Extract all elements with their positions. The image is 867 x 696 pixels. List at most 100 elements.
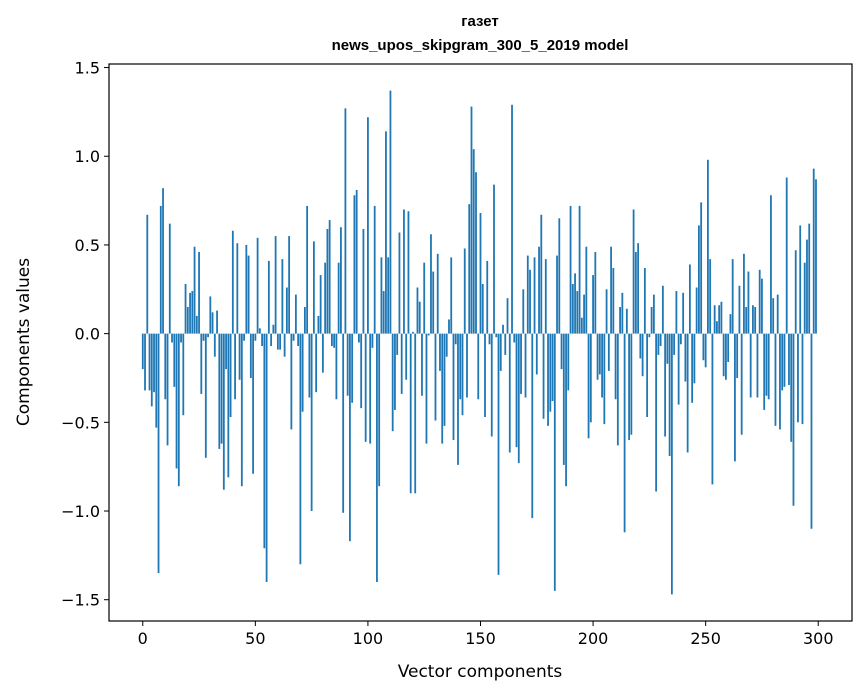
bar — [765, 333, 768, 396]
bar — [583, 294, 585, 334]
bar — [497, 333, 500, 575]
bar — [772, 298, 775, 334]
bar — [225, 333, 227, 370]
bar — [716, 321, 718, 334]
bar — [517, 333, 520, 464]
bar — [718, 305, 721, 334]
bar — [520, 333, 522, 394]
bar — [200, 333, 203, 394]
bar — [159, 205, 162, 334]
bar — [256, 237, 259, 334]
bar — [349, 333, 351, 542]
bar — [560, 333, 563, 370]
bar — [666, 333, 669, 364]
bar — [596, 333, 599, 380]
bar — [164, 333, 167, 400]
bar — [279, 333, 282, 350]
bar — [668, 333, 671, 457]
bar — [362, 228, 365, 334]
bar — [770, 195, 772, 334]
bar — [459, 333, 462, 400]
bar — [657, 333, 660, 355]
bar — [506, 298, 509, 334]
bar — [421, 333, 423, 396]
bar — [427, 333, 430, 336]
bar — [779, 333, 781, 430]
bar — [436, 253, 439, 334]
bar — [569, 205, 572, 334]
bar — [652, 294, 655, 334]
bar — [468, 204, 471, 334]
bar — [632, 209, 635, 334]
bar — [673, 333, 676, 355]
bar — [369, 333, 372, 444]
bar — [707, 159, 709, 334]
bar — [380, 257, 383, 334]
bar — [218, 333, 221, 449]
bar — [144, 333, 146, 391]
bar — [664, 333, 667, 437]
bar — [490, 333, 493, 437]
bar — [529, 269, 531, 334]
bar — [679, 333, 682, 345]
bar — [288, 236, 291, 334]
bar — [344, 108, 347, 334]
bar — [220, 333, 223, 444]
bar — [688, 264, 691, 334]
bar — [195, 315, 198, 334]
x-tick-label: 200 — [578, 629, 609, 648]
bar — [729, 314, 732, 334]
bar — [646, 333, 649, 417]
bar — [310, 333, 313, 512]
bar — [461, 333, 464, 416]
bar — [698, 225, 700, 334]
bar — [398, 232, 401, 334]
bar — [267, 260, 270, 334]
bar — [146, 214, 149, 334]
bar — [502, 324, 504, 334]
bar — [574, 273, 576, 334]
bar — [148, 333, 151, 391]
bar — [247, 255, 250, 334]
bar — [763, 333, 766, 410]
bar — [585, 246, 588, 334]
bar — [616, 333, 619, 446]
bar — [734, 333, 736, 462]
bar — [153, 333, 155, 393]
bar — [810, 333, 813, 529]
bar — [227, 333, 230, 478]
bar — [493, 184, 495, 334]
bar — [252, 333, 254, 474]
bar — [294, 294, 297, 334]
bar — [508, 333, 511, 453]
bar — [472, 149, 475, 334]
bar — [553, 333, 556, 591]
bar — [168, 223, 171, 334]
bar — [522, 289, 525, 334]
bar — [808, 223, 811, 334]
bar — [312, 241, 315, 334]
bar — [240, 333, 243, 487]
bar — [340, 227, 342, 334]
bar — [621, 292, 624, 334]
bar — [792, 333, 795, 506]
bar — [409, 333, 412, 494]
bar — [155, 333, 158, 428]
bar — [677, 333, 680, 405]
y-axis-label: Components values — [14, 258, 34, 426]
y-tick-label: 0.5 — [75, 236, 100, 255]
bar — [204, 333, 207, 458]
bar — [355, 189, 358, 334]
bar — [598, 333, 601, 375]
bar — [274, 236, 277, 334]
bar — [263, 333, 266, 549]
bar — [603, 333, 606, 425]
y-tick-label: 1.0 — [75, 147, 100, 166]
bar — [670, 333, 673, 595]
bar — [371, 333, 374, 348]
bar — [578, 205, 581, 334]
bar — [556, 255, 558, 334]
bar — [788, 333, 790, 386]
bar-series — [141, 90, 817, 595]
bar — [639, 333, 642, 359]
